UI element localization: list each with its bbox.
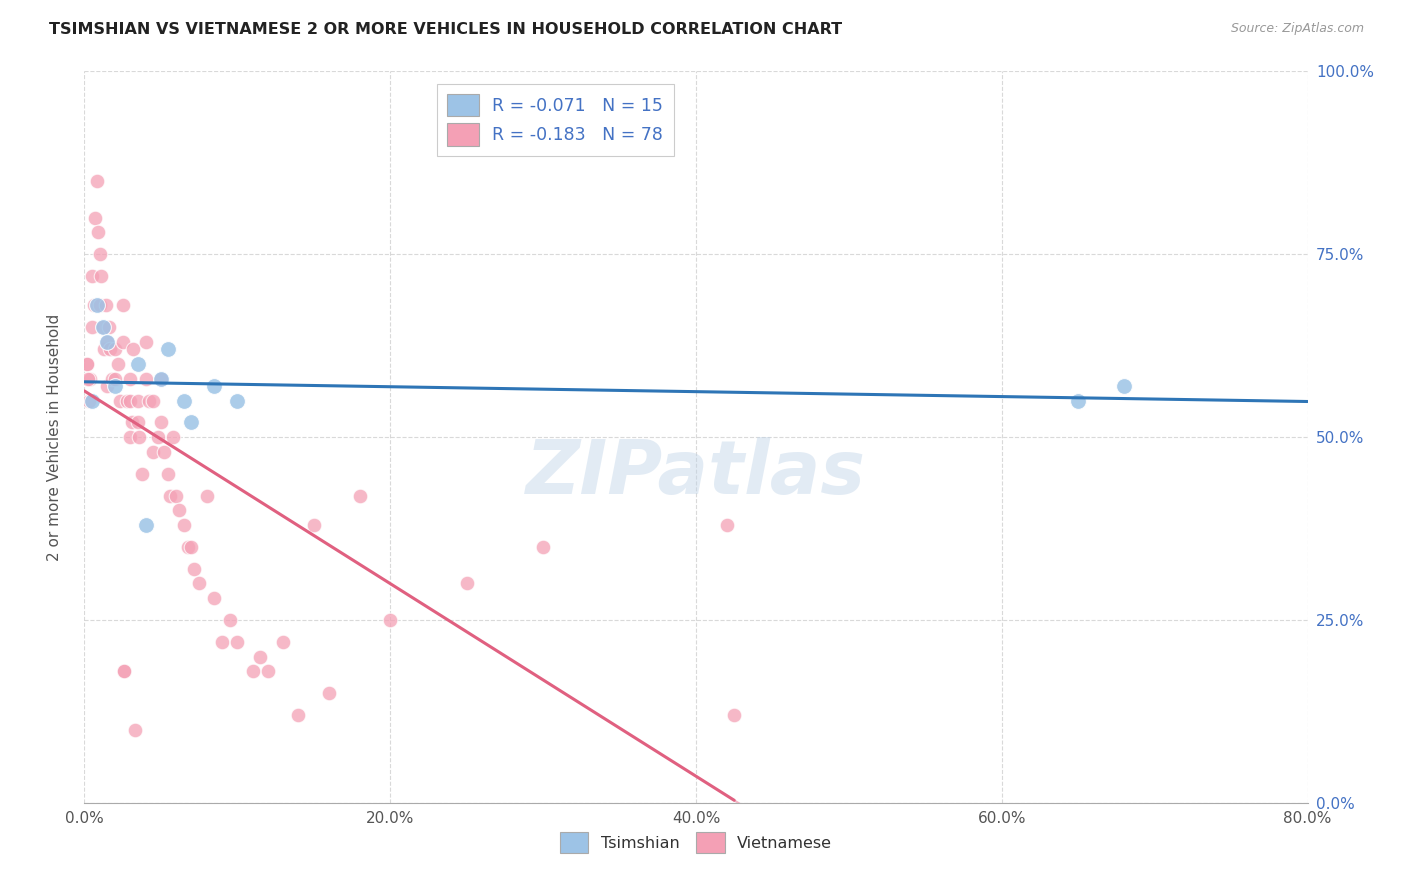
Point bbox=[80, 269, 103, 284]
Point bbox=[104, 379, 127, 393]
Point bbox=[128, 430, 150, 444]
Point bbox=[76, 357, 98, 371]
Point bbox=[94, 298, 117, 312]
Text: TSIMSHIAN VS VIETNAMESE 2 OR MORE VEHICLES IN HOUSEHOLD CORRELATION CHART: TSIMSHIAN VS VIETNAMESE 2 OR MORE VEHICL… bbox=[49, 22, 842, 37]
Point bbox=[131, 467, 153, 481]
Point bbox=[96, 379, 118, 393]
Point bbox=[115, 393, 138, 408]
Point bbox=[302, 517, 325, 532]
Point bbox=[127, 393, 149, 408]
Point bbox=[108, 393, 131, 408]
Y-axis label: 2 or more Vehicles in Household: 2 or more Vehicles in Household bbox=[48, 313, 62, 561]
Point bbox=[226, 635, 249, 649]
Point bbox=[80, 393, 103, 408]
Point bbox=[188, 576, 211, 591]
Point bbox=[380, 613, 402, 627]
Point bbox=[77, 393, 100, 408]
Point bbox=[1114, 379, 1136, 393]
Point bbox=[159, 489, 181, 503]
Point bbox=[723, 708, 745, 723]
Point bbox=[349, 489, 371, 503]
Point bbox=[84, 211, 107, 225]
Point bbox=[146, 430, 169, 444]
Point bbox=[83, 298, 105, 312]
Point bbox=[77, 371, 100, 385]
Point bbox=[177, 540, 200, 554]
Point bbox=[257, 664, 280, 678]
Text: Source: ZipAtlas.com: Source: ZipAtlas.com bbox=[1230, 22, 1364, 36]
Point bbox=[98, 343, 121, 357]
Point bbox=[104, 371, 127, 385]
Point bbox=[96, 334, 118, 349]
Point bbox=[120, 393, 142, 408]
Point bbox=[149, 371, 172, 385]
Point bbox=[80, 320, 103, 334]
Text: ZIPatlas: ZIPatlas bbox=[526, 437, 866, 510]
Point bbox=[135, 334, 157, 349]
Point bbox=[142, 393, 165, 408]
Point bbox=[86, 174, 108, 188]
Point bbox=[162, 430, 184, 444]
Point bbox=[226, 393, 249, 408]
Point bbox=[112, 664, 135, 678]
Point bbox=[157, 343, 180, 357]
Point bbox=[180, 416, 202, 430]
Point bbox=[716, 517, 738, 532]
Point bbox=[79, 371, 101, 385]
Point bbox=[531, 540, 554, 554]
Point bbox=[202, 591, 225, 605]
Point bbox=[180, 540, 202, 554]
Legend: Tsimshian, Vietnamese: Tsimshian, Vietnamese bbox=[551, 824, 841, 861]
Point bbox=[202, 379, 225, 393]
Point bbox=[173, 517, 195, 532]
Point bbox=[120, 430, 142, 444]
Point bbox=[287, 708, 309, 723]
Point bbox=[149, 371, 172, 385]
Point bbox=[111, 298, 134, 312]
Point bbox=[127, 416, 149, 430]
Point bbox=[122, 343, 145, 357]
Point bbox=[89, 298, 111, 312]
Point bbox=[135, 371, 157, 385]
Point bbox=[249, 649, 271, 664]
Point bbox=[96, 334, 118, 349]
Point bbox=[87, 225, 110, 239]
Point bbox=[90, 269, 112, 284]
Point bbox=[211, 635, 233, 649]
Point bbox=[142, 444, 165, 458]
Point bbox=[183, 562, 205, 576]
Point bbox=[218, 613, 240, 627]
Point bbox=[165, 489, 187, 503]
Point bbox=[89, 247, 111, 261]
Point bbox=[271, 635, 294, 649]
Point bbox=[86, 298, 108, 312]
Point bbox=[135, 517, 157, 532]
Point bbox=[318, 686, 340, 700]
Point bbox=[104, 343, 127, 357]
Point bbox=[112, 664, 135, 678]
Point bbox=[138, 393, 160, 408]
Point bbox=[167, 503, 190, 517]
Point bbox=[120, 371, 142, 385]
Point bbox=[127, 357, 149, 371]
Point bbox=[91, 320, 114, 334]
Point bbox=[124, 723, 146, 737]
Point bbox=[173, 393, 195, 408]
Point bbox=[97, 320, 120, 334]
Point bbox=[76, 357, 98, 371]
Point bbox=[101, 371, 124, 385]
Point bbox=[107, 357, 129, 371]
Point bbox=[111, 334, 134, 349]
Point bbox=[91, 320, 114, 334]
Point bbox=[93, 343, 115, 357]
Point bbox=[153, 444, 176, 458]
Point bbox=[1067, 393, 1090, 408]
Point bbox=[121, 416, 143, 430]
Point bbox=[195, 489, 218, 503]
Point bbox=[456, 576, 478, 591]
Point bbox=[149, 416, 172, 430]
Point bbox=[157, 467, 180, 481]
Point bbox=[242, 664, 264, 678]
